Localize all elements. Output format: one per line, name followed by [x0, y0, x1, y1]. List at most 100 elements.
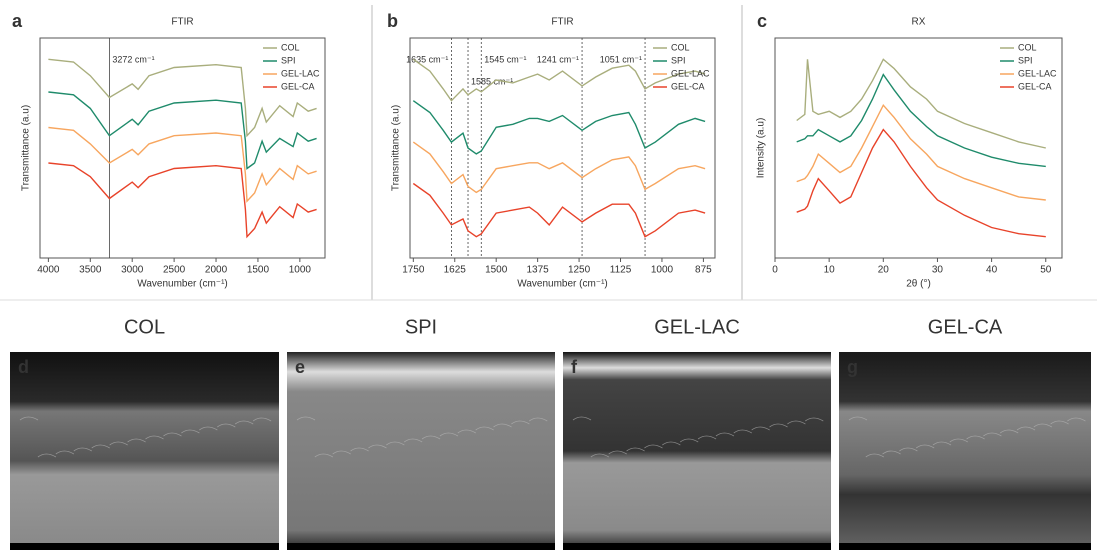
sem-texture [572, 416, 592, 421]
plot-frame [39, 37, 326, 259]
sem-texture [19, 416, 39, 421]
y-axis-label: Transmittance (a.u) [21, 105, 32, 191]
legend-label: SPI [671, 55, 686, 65]
sem-footer [839, 543, 1091, 550]
plot-frame [774, 37, 1063, 259]
sem-image [839, 352, 1091, 550]
sem-texture [590, 453, 610, 458]
annotation-text: 1051 cm⁻¹ [600, 54, 642, 64]
sem-texture [848, 416, 868, 421]
series-line [412, 58, 706, 102]
x-tick-label: 1375 [527, 265, 550, 276]
panel-label: b [387, 11, 398, 31]
sem-texture [1033, 423, 1053, 428]
sem-texture [1067, 417, 1086, 422]
series-line [48, 91, 317, 170]
sem-footer [563, 543, 831, 550]
sem-texture [403, 438, 423, 443]
x-tick-label: 10 [824, 265, 836, 276]
series-line [796, 58, 1046, 149]
image-caption: GEL-LAC [654, 316, 740, 338]
series-line [48, 126, 317, 203]
x-tick-label: 1750 [402, 265, 425, 276]
sem-texture [91, 444, 110, 449]
y-axis-label: Intensity (a.u) [756, 118, 767, 179]
x-tick-label: 1125 [610, 265, 632, 276]
series-line [412, 141, 706, 194]
chart-title: FTIR [551, 17, 573, 28]
legend-label: COL [671, 42, 690, 52]
sem-texture [966, 435, 985, 440]
image-caption: COL [124, 316, 165, 338]
legend-label: GEL-CA [671, 81, 705, 91]
series-line [796, 73, 1046, 168]
sem-texture [127, 438, 146, 443]
sem-texture [697, 435, 717, 440]
panel-label: c [757, 11, 767, 31]
image-caption: GEL-CA [928, 316, 1003, 338]
legend-label: SPI [281, 55, 296, 65]
sem-image [287, 352, 555, 550]
series-line [48, 58, 317, 138]
sem-texture [751, 426, 770, 431]
x-tick-label: 1000 [651, 265, 674, 276]
series-line [412, 100, 706, 155]
x-tick-label: 1500 [485, 265, 508, 276]
x-tick-label: 1000 [289, 265, 312, 276]
x-tick-label: 50 [1040, 265, 1052, 276]
sem-texture [865, 453, 885, 458]
x-tick-label: 1250 [568, 265, 591, 276]
legend-label: GEL-LAC [281, 68, 320, 78]
sem-texture [217, 423, 236, 428]
sem-texture [805, 417, 824, 422]
panel-label: f [571, 357, 578, 377]
sem-texture [1016, 426, 1036, 431]
annotation-text: 1585 cm⁻¹ [471, 76, 513, 86]
panel-label: d [18, 357, 29, 377]
x-tick-label: 2000 [205, 265, 228, 276]
annotation-text: 3272 cm⁻¹ [112, 54, 154, 64]
sem-image [10, 352, 279, 550]
series-line [412, 182, 706, 238]
series-line [48, 162, 317, 239]
sem-texture [350, 447, 369, 452]
sem-texture [949, 438, 969, 443]
x-tick-label: 875 [695, 265, 712, 276]
x-tick-label: 20 [878, 265, 890, 276]
sem-texture [332, 450, 351, 455]
image-caption: SPI [405, 316, 437, 338]
sem-texture [234, 420, 254, 425]
sem-texture [662, 441, 681, 446]
sem-texture [439, 432, 459, 437]
x-tick-label: 0 [772, 265, 778, 276]
sem-texture [769, 423, 788, 428]
sem-texture [882, 450, 901, 455]
legend-label: GEL-LAC [671, 68, 710, 78]
sem-texture [252, 417, 272, 422]
sem-texture [932, 441, 952, 446]
x-tick-label: 1625 [444, 265, 467, 276]
panel-label: g [847, 357, 858, 377]
sem-texture [163, 432, 182, 437]
legend-label: GEL-CA [281, 81, 315, 91]
x-tick-label: 3000 [121, 265, 144, 276]
y-axis-label: Transmittance (a.u) [391, 105, 402, 191]
sem-texture [493, 423, 512, 428]
sem-texture [55, 450, 75, 455]
annotation-text: 1241 cm⁻¹ [537, 54, 579, 64]
x-tick-label: 1500 [247, 265, 270, 276]
sem-image [563, 352, 831, 550]
sem-texture [475, 426, 494, 431]
sem-texture [511, 420, 530, 425]
legend-label: COL [1018, 42, 1037, 52]
sem-texture [787, 420, 806, 425]
x-tick-label: 40 [986, 265, 998, 276]
plot-frame [409, 37, 716, 259]
sem-footer [287, 543, 555, 550]
sem-texture [529, 417, 548, 422]
annotation-text: 1545 cm⁻¹ [484, 54, 526, 64]
sem-texture [181, 429, 200, 434]
sem-texture [73, 447, 93, 452]
